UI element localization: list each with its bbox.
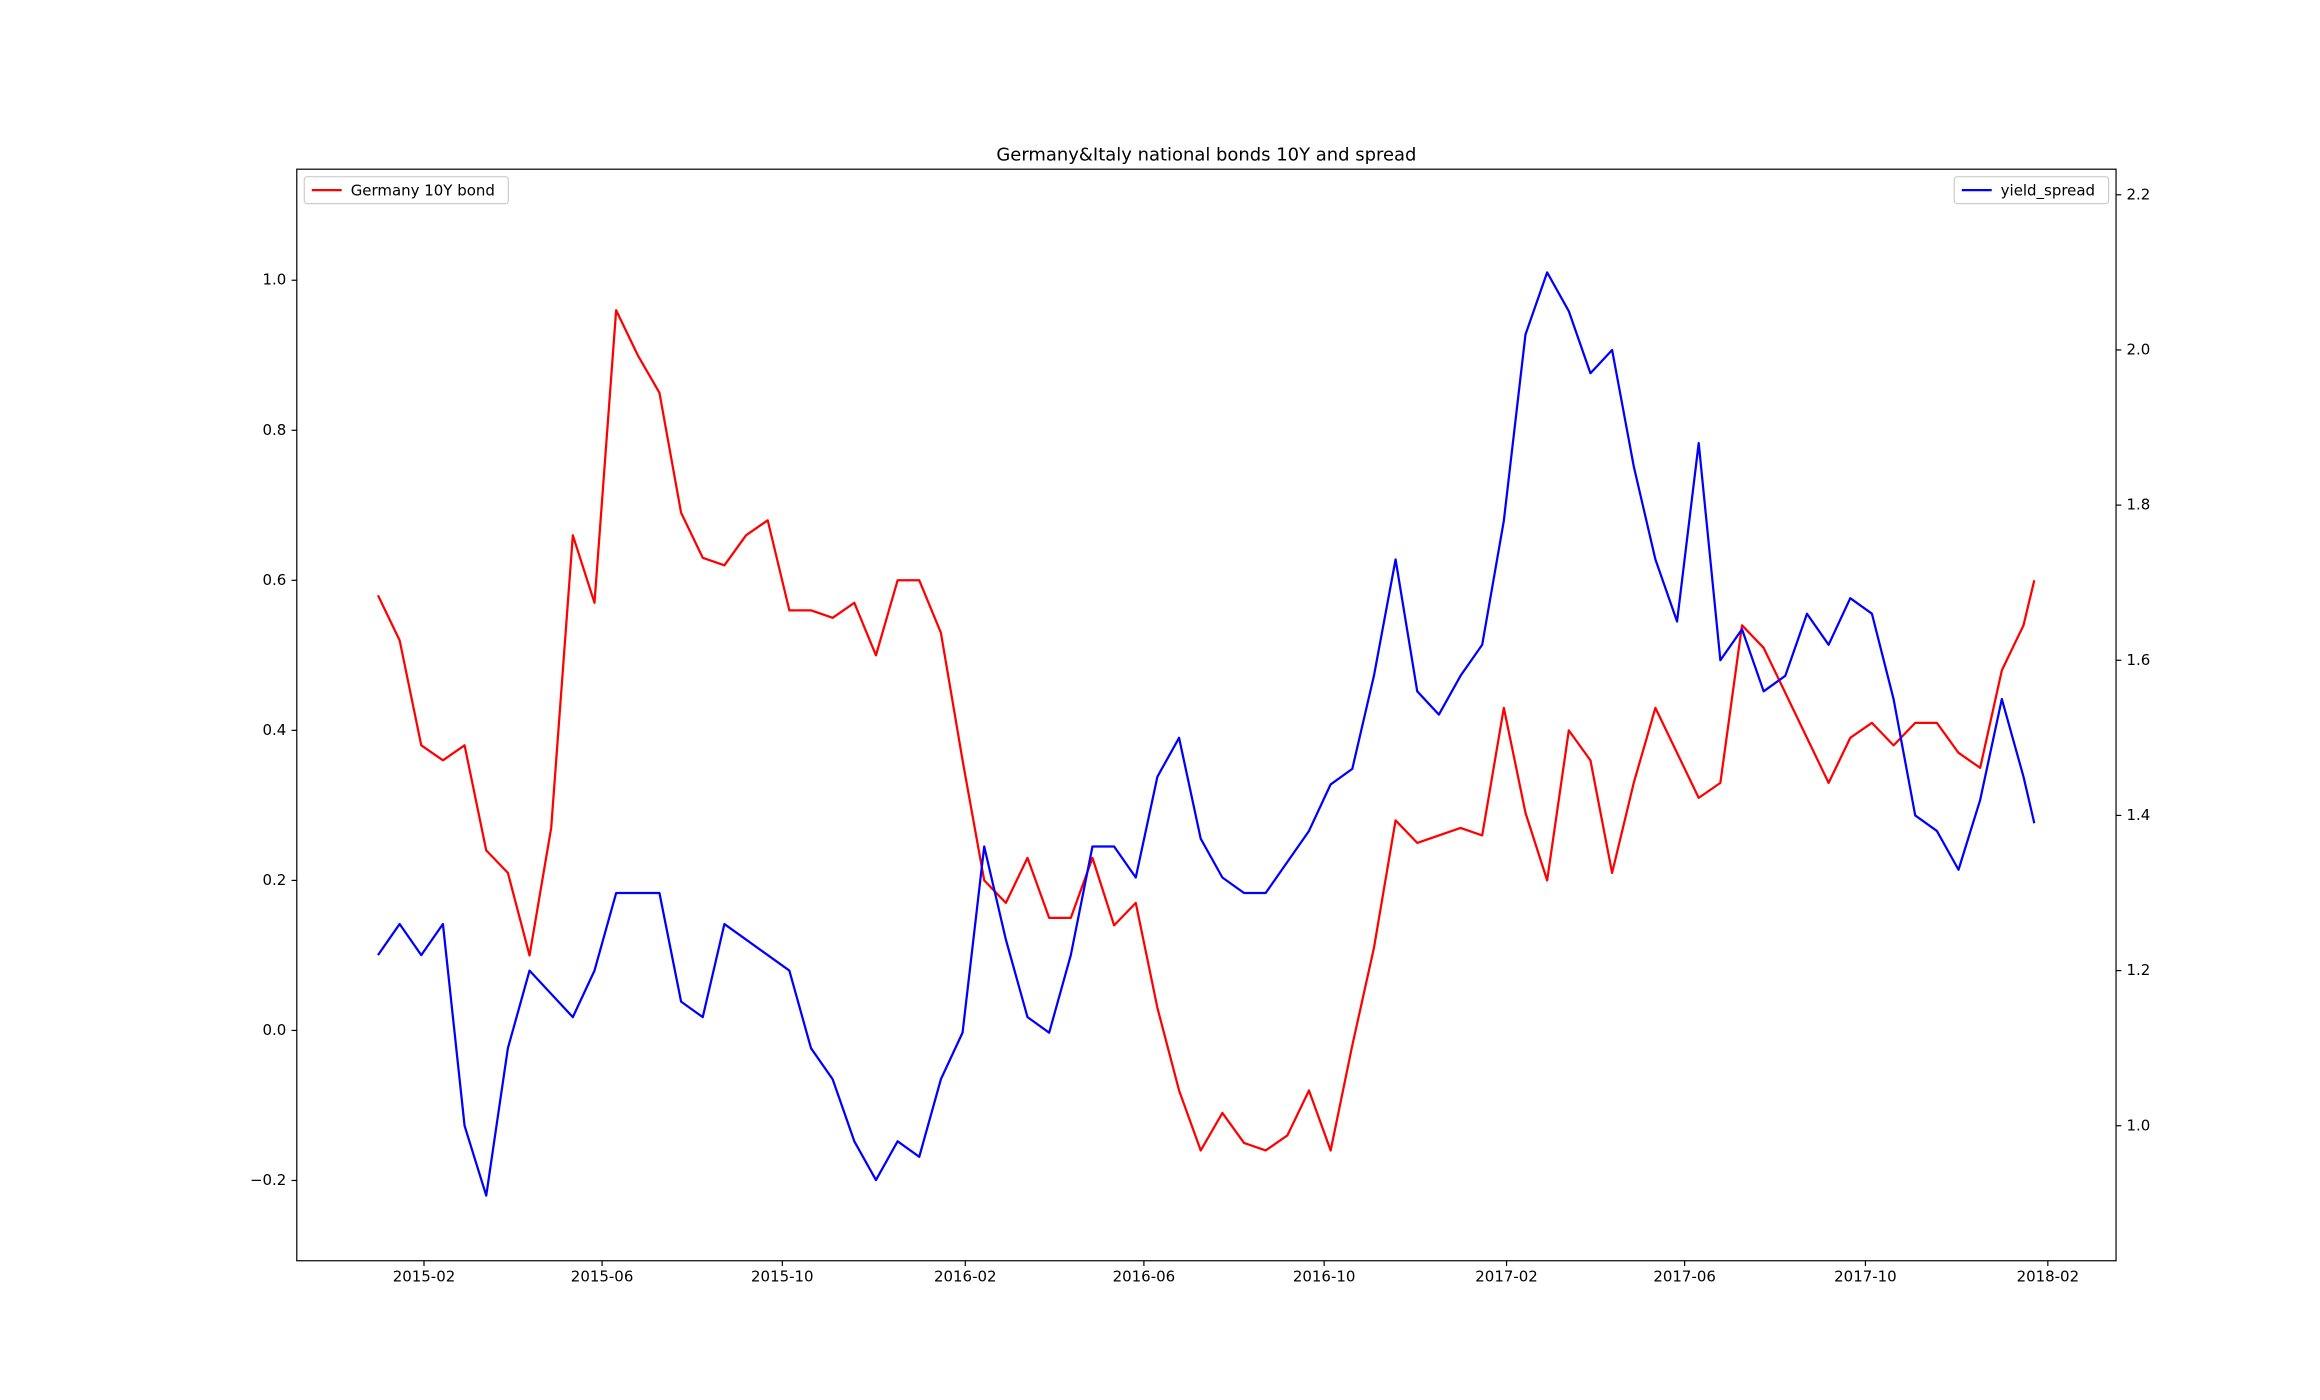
chart-title: Germany&Italy national bonds 10Y and spr… <box>996 145 1416 166</box>
y2-tick-label: 1.2 <box>2127 961 2151 979</box>
y-tick-label: 1.0 <box>262 271 286 289</box>
legend-box <box>303 176 509 205</box>
y-tick-label: 0.2 <box>262 871 286 889</box>
legend: yield_spread <box>1953 176 2110 205</box>
x-tick-label: 2017-10 <box>1834 1268 1897 1286</box>
x-tick-label: 2016-10 <box>1293 1268 1356 1286</box>
y2-tick-label: 2.2 <box>2127 185 2151 203</box>
y2-tick-label: 1.0 <box>2127 1116 2151 1134</box>
x-tick-label: 2017-02 <box>1475 1268 1538 1286</box>
series-line <box>377 271 2036 1197</box>
y2-tick-label: 1.4 <box>2127 806 2151 824</box>
y2-tick-label: 1.8 <box>2127 496 2151 514</box>
y2-tick-label: 1.6 <box>2127 651 2151 669</box>
x-tick-label: 2015-02 <box>393 1268 456 1286</box>
y-tick-label: −0.2 <box>250 1171 286 1189</box>
y-tick-label: 0.4 <box>262 721 286 739</box>
y-tick-label: 0.6 <box>262 571 286 589</box>
y-tick-label: 0.0 <box>262 1021 286 1039</box>
x-tick-label: 2016-06 <box>1113 1268 1176 1286</box>
y2-tick-label: 2.0 <box>2127 340 2151 358</box>
x-tick-label: 2017-06 <box>1653 1268 1716 1286</box>
legend-label: Germany 10Y bond <box>351 181 495 199</box>
x-tick-label: 2015-10 <box>751 1268 814 1286</box>
x-tick-label: 2015-06 <box>571 1268 634 1286</box>
legend: Germany 10Y bond <box>303 176 509 205</box>
x-tick-label: 2018-02 <box>2017 1268 2080 1286</box>
x-tick-label: 2016-02 <box>934 1268 997 1286</box>
legend-label: yield_spread <box>2001 181 2095 200</box>
legend-box <box>1953 176 2110 205</box>
plot-frame <box>296 168 2117 1262</box>
y-tick-label: 0.8 <box>262 421 286 439</box>
series-line <box>376 309 2036 1152</box>
